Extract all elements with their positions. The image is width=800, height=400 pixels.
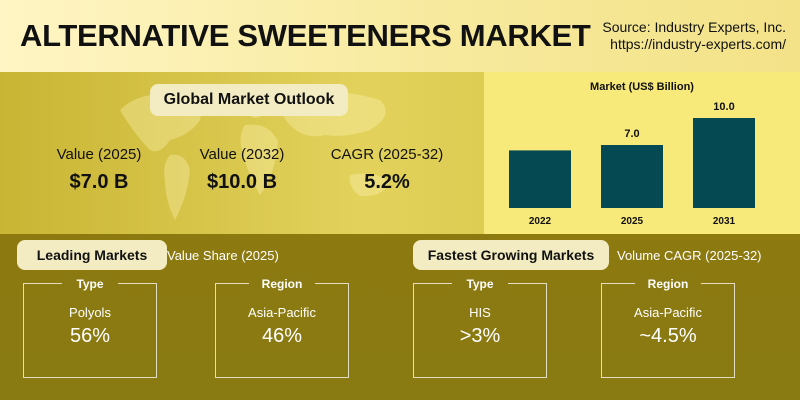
- bar-2022: [509, 150, 571, 208]
- source-credit: Source: Industry Experts, Inc. https://i…: [602, 19, 786, 53]
- card-value: 56%: [69, 325, 111, 347]
- kpi-label: CAGR (2025-32): [330, 146, 444, 163]
- leading-markets-subtitle: Value Share (2025): [167, 248, 279, 263]
- card-tab: Region: [249, 275, 315, 293]
- header-banner: ALTERNATIVE SWEETENERS MARKET Source: In…: [0, 0, 800, 72]
- leading-markets-label: Leading Markets: [17, 240, 167, 270]
- card-name: Polyols: [69, 305, 111, 320]
- tick-label-2031: 2031: [713, 216, 736, 227]
- card-tab: Type: [452, 275, 508, 293]
- data-label-2031: 10.0: [713, 101, 734, 113]
- data-label-2025: 7.0: [624, 128, 639, 140]
- tick-label-2025: 2025: [621, 216, 644, 227]
- bar-2025: [601, 145, 663, 208]
- card-name: HIS: [469, 305, 491, 320]
- kpi-value: $10.0 B: [206, 171, 278, 193]
- card-value: >3%: [459, 325, 501, 347]
- kpi-label: Value (2032): [199, 146, 285, 163]
- card-value: ~4.5%: [639, 325, 697, 347]
- fastest-growing-markets-label: Fastest Growing Markets: [413, 240, 609, 270]
- tick-label-2022: 2022: [529, 216, 552, 227]
- card-value: 46%: [261, 325, 303, 347]
- card-name: Asia-Pacific: [634, 305, 702, 320]
- card-tab: Type: [62, 275, 118, 293]
- page-title: ALTERNATIVE SWEETENERS MARKET: [20, 18, 591, 53]
- card-name: Asia-Pacific: [248, 305, 316, 320]
- kpi-value: 5.2%: [364, 171, 410, 193]
- kpi-value: $7.0 B: [69, 171, 129, 193]
- source-line-1: Source: Industry Experts, Inc.: [602, 19, 786, 35]
- bar-2031: [693, 118, 755, 208]
- kpi-label: Value (2025): [56, 146, 142, 163]
- global-market-outlook-label: Global Market Outlook: [150, 84, 348, 116]
- market-bar-chart-panel: Market (US$ Billion) 2022 7.0 2025 10.0 2031: [484, 72, 800, 234]
- source-link[interactable]: https://industry-experts.com/: [610, 36, 786, 52]
- chart-title: Market (US$ Billion): [590, 81, 694, 93]
- market-bar-chart: Market (US$ Billion) 2022 7.0 2025 10.0 2031: [509, 81, 755, 227]
- card-tab: Region: [635, 275, 701, 293]
- fastest-growing-subtitle: Volume CAGR (2025-32): [617, 248, 762, 263]
